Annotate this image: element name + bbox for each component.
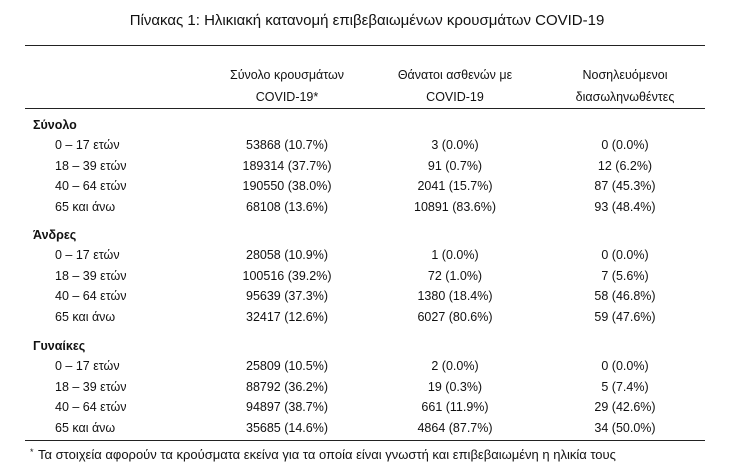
cell: 58 (46.8%) [594,289,656,304]
cell: 59 (47.6%) [594,310,656,325]
group-label: Άνδρες [33,228,77,242]
column-header: COVID-19* [255,90,319,104]
cell: 72 (1.0%) [427,268,483,283]
cell: 3 (0.0%) [431,138,479,152]
column-header: Νοσηλευόμενοι [582,68,668,82]
row-label: 40 – 64 ετών [55,289,127,304]
cell: 10891 (83.6%) [413,200,497,215]
row-label: 18 – 39 ετών [55,379,127,394]
cell: 0 (0.0%) [601,248,649,262]
cell: 100516 (39.2%) [242,268,332,283]
cell: 94897 (38.7%) [245,400,329,415]
cell: 29 (42.6%) [594,400,656,415]
top-rule [25,45,705,46]
cell: 53868 (10.7%) [245,138,329,152]
cell: 1 (0.0%) [431,248,479,262]
cell: 91 (0.7%) [427,158,483,173]
cell: 12 (6.2%) [597,158,653,173]
row-label: 65 και άνω [55,421,116,436]
cell: 28058 (10.9%) [245,248,329,262]
footnote: Τα στοιχεία αφορούν τα κρούσματα εκείνα … [38,447,616,462]
cell: 2 (0.0%) [431,359,479,373]
cell: 1380 (18.4%) [417,289,493,304]
column-header: Θάνατοι ασθενών με [397,68,513,82]
column-header: διασωληνωθέντες [575,90,675,104]
cell: 6027 (80.6%) [417,310,493,325]
cell: 87 (45.3%) [594,179,656,194]
title: Πίνακας 1: Ηλικιακή κατανομή επιβεβαιωμέ… [129,12,605,29]
group-label: Σύνολο [33,118,77,132]
header-rule [25,108,705,109]
cell: 661 (11.9%) [421,400,489,415]
row-label: 40 – 64 ετών [55,400,127,415]
cell: 4864 (87.7%) [417,421,493,436]
row-label: 65 και άνω [55,310,116,325]
row-label: 18 – 39 ετών [55,158,127,173]
group-label: Γυναίκες [33,339,86,353]
row-label: 0 – 17 ετών [55,248,120,262]
cell: 35685 (14.6%) [245,421,329,436]
row-label: 40 – 64 ετών [55,179,127,194]
cell: 25809 (10.5%) [245,359,329,373]
cell: 32417 (12.6%) [245,310,329,325]
row-label: 0 – 17 ετών [55,359,120,373]
footnote-marker: * [30,447,34,457]
cell: 93 (48.4%) [594,200,656,215]
cell: 5 (7.4%) [601,379,649,394]
cell: 19 (0.3%) [427,379,483,394]
row-label: 18 – 39 ετών [55,268,127,283]
cell: 0 (0.0%) [601,138,649,152]
row-label: 65 και άνω [55,200,116,215]
cell: 0 (0.0%) [601,359,649,373]
cell: 88792 (36.2%) [245,379,329,394]
cell: 2041 (15.7%) [417,179,493,194]
column-header: COVID-19 [426,90,484,104]
cell: 190550 (38.0%) [242,179,332,194]
column-header: Σύνολο κρουσμάτων [229,68,345,82]
cell: 68108 (13.6%) [245,200,329,215]
cell: 7 (5.6%) [601,268,649,283]
bottom-rule [25,440,705,441]
row-label: 0 – 17 ετών [55,138,120,152]
cell: 34 (50.0%) [594,421,656,436]
cell: 95639 (37.3%) [245,289,329,304]
cell: 189314 (37.7%) [242,158,332,173]
